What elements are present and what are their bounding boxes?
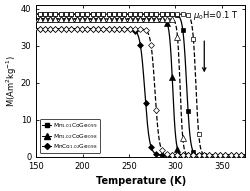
- X-axis label: Temperature (K): Temperature (K): [96, 176, 186, 186]
- Y-axis label: M(Am$^2$kg$^{-1}$): M(Am$^2$kg$^{-1}$): [5, 55, 19, 107]
- Text: $\mu_0$H=0.1 T: $\mu_0$H=0.1 T: [193, 9, 239, 22]
- Legend: Mn$_{1.01}$CoGe$_{0.99}$, Mn$_{1.02}$CoGe$_{0.98}$, MnCo$_{1.02}$Ge$_{0.98}$: Mn$_{1.01}$CoGe$_{0.99}$, Mn$_{1.02}$CoG…: [40, 119, 100, 153]
